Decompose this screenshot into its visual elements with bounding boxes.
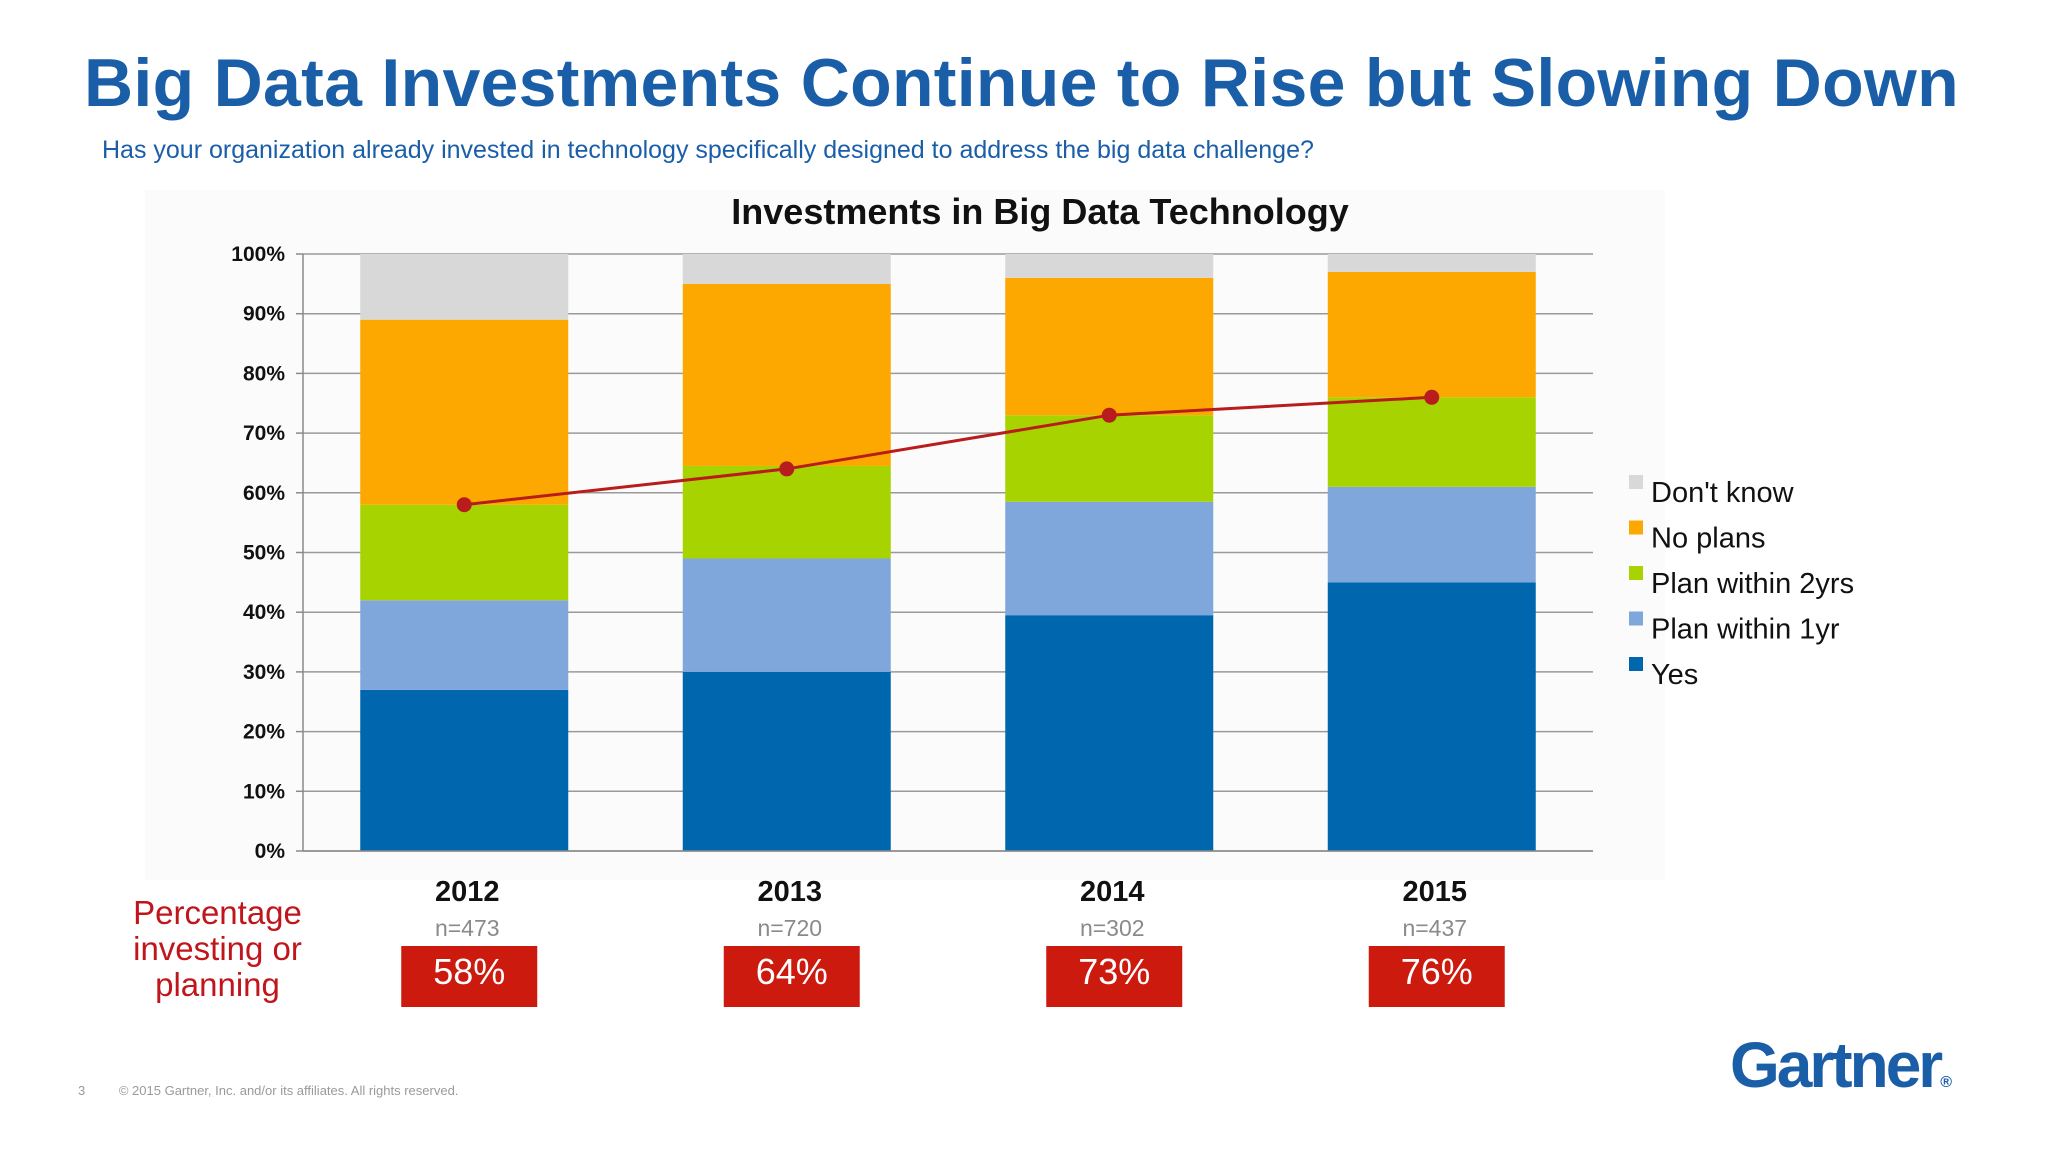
bar-no_plans-2015 — [1327, 271, 1536, 398]
bar-plan_1yr-2012 — [360, 600, 569, 690]
trend-line — [464, 395, 1432, 507]
percent-box — [1046, 946, 1183, 1007]
bar-yes-2012 — [360, 689, 569, 851]
legend-label: Don't know — [1651, 477, 1795, 509]
percent-box — [401, 946, 538, 1007]
registered-mark: ® — [1940, 1074, 1952, 1091]
x-tick-label: 2012 — [435, 876, 500, 908]
page-number: 3 — [78, 1083, 86, 1098]
bar-dont_know-2015 — [1327, 254, 1536, 272]
bar-dont_know-2013 — [682, 254, 891, 284]
x-tick-label: 2013 — [757, 876, 822, 908]
bar-plan_2yrs-2013 — [682, 465, 891, 559]
y-tick-label: 40% — [243, 601, 285, 624]
x-tick-label: 2015 — [1402, 876, 1467, 908]
logo-text: Gartner — [1730, 1029, 1943, 1101]
bar-dont_know-2012 — [360, 254, 569, 320]
legend-swatch — [1629, 566, 1643, 580]
y-tick-label: 80% — [243, 362, 285, 385]
trend-point-2015 — [1424, 389, 1440, 405]
bar-dont_know-2014 — [1005, 254, 1214, 278]
legend-label: Plan within 1yr — [1651, 614, 1840, 646]
y-tick-label: 20% — [243, 721, 285, 744]
y-tick-label: 90% — [243, 303, 285, 326]
y-tick-label: 100% — [231, 243, 285, 266]
bar-yes-2013 — [682, 671, 891, 851]
sample-size-label: n=473 — [435, 915, 500, 941]
percent-box — [723, 946, 860, 1007]
slide-title: Big Data Investments Continue to Rise bu… — [84, 45, 1959, 121]
legend-swatch — [1629, 520, 1643, 535]
bar-yes-2015 — [1327, 582, 1536, 851]
x-tick-label: 2014 — [1080, 876, 1145, 908]
legend-label: Plan within 2yrs — [1651, 568, 1854, 600]
trend-point-2014 — [1101, 407, 1117, 423]
sample-size-label: n=720 — [757, 915, 822, 941]
legend-swatch — [1629, 475, 1643, 489]
percent-box-label: 58% — [433, 951, 505, 992]
copyright-text: © 2015 Gartner, Inc. and/or its affiliat… — [118, 1083, 459, 1098]
percent-box — [1368, 946, 1505, 1007]
footer: 3 © 2015 Gartner, Inc. and/or its affili… — [78, 1083, 458, 1098]
y-tick-label: 70% — [243, 422, 285, 445]
y-tick-label: 30% — [243, 661, 285, 684]
trend-point-2012 — [456, 497, 472, 513]
bar-plan_2yrs-2012 — [360, 504, 569, 601]
sample-size-label: n=437 — [1402, 915, 1467, 941]
bar-no_plans-2013 — [682, 283, 891, 466]
y-tick-label: 60% — [243, 482, 285, 505]
bar-plan_2yrs-2014 — [1005, 415, 1214, 502]
gartner-logo: Gartner® — [1730, 1028, 1952, 1102]
legend-swatch — [1629, 657, 1643, 671]
bar-plan_2yrs-2015 — [1327, 397, 1536, 487]
slide-subtitle: Has your organization already invested i… — [102, 136, 1314, 164]
legend-label: Yes — [1651, 659, 1698, 691]
bar-no_plans-2012 — [360, 319, 569, 505]
y-tick-label: 10% — [243, 780, 285, 803]
bar-yes-2014 — [1005, 615, 1214, 851]
percent-box-label: 64% — [756, 951, 828, 992]
bar-no_plans-2014 — [1005, 277, 1214, 416]
trend-point-2013 — [779, 461, 795, 477]
y-tick-label: 0% — [255, 840, 286, 863]
legend-label: No plans — [1651, 523, 1765, 555]
percentage-label: Percentage investing or planning — [133, 894, 302, 1003]
legend-swatch — [1629, 611, 1643, 626]
chart-title: Investments in Big Data Technology — [731, 191, 1348, 232]
percent-box-label: 73% — [1078, 951, 1150, 992]
percent-box-label: 76% — [1401, 951, 1473, 992]
bar-plan_1yr-2015 — [1327, 486, 1536, 583]
bar-plan_1yr-2014 — [1005, 501, 1214, 616]
sample-size-label: n=302 — [1080, 915, 1145, 941]
bar-plan_1yr-2013 — [682, 558, 891, 672]
y-tick-label: 50% — [243, 542, 285, 565]
